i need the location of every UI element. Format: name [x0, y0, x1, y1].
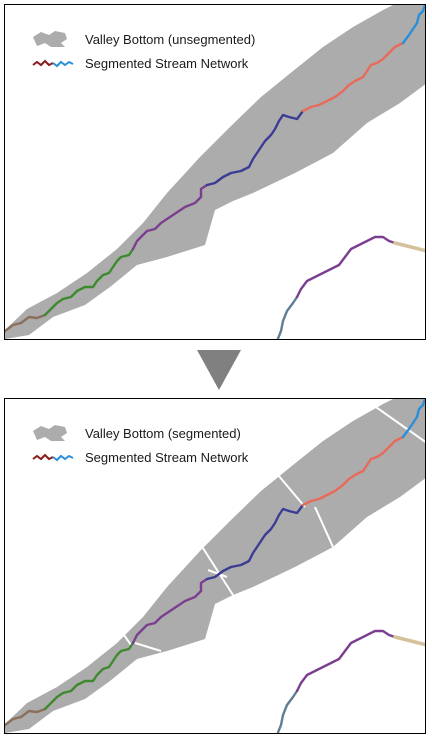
stream-segment-blue — [401, 5, 425, 45]
side-stream-segment-tan — [393, 635, 425, 647]
legend: Valley Bottom (unsegmented) Segmented St… — [31, 27, 255, 75]
stream-segment-purple — [131, 577, 209, 645]
legend-item-valley: Valley Bottom (unsegmented) — [31, 27, 255, 51]
stream-legend-label: Segmented Stream Network — [85, 449, 249, 465]
valley-swatch-icon — [31, 29, 75, 49]
stream-segment-salmon — [301, 435, 405, 507]
stream-segment-green — [43, 247, 135, 317]
valley-swatch-icon — [31, 423, 75, 443]
valley-legend-label: Valley Bottom (unsegmented) — [85, 31, 256, 47]
side-stream-segment-slate — [276, 295, 299, 339]
main-stream-network — [5, 5, 425, 333]
valley-legend-label: Valley Bottom (segmented) — [85, 425, 241, 441]
stream-legend-label: Segmented Stream Network — [85, 55, 249, 71]
side-stream-network — [276, 629, 425, 733]
stream-segment-salmon — [301, 41, 405, 113]
main-stream-network — [5, 399, 425, 727]
stream-segment-brown — [5, 313, 47, 333]
legend-item-stream: Segmented Stream Network — [31, 445, 248, 469]
unsegmented-map-panel: Valley Bottom (unsegmented) Segmented St… — [4, 4, 426, 340]
side-stream-network — [276, 235, 425, 339]
stream-segment-blue — [401, 399, 425, 439]
segment-boundaries — [116, 404, 425, 652]
legend-item-stream: Segmented Stream Network — [31, 51, 255, 75]
map-canvas — [5, 5, 425, 339]
valley-bottom-polygon — [5, 5, 425, 339]
stream-segment-purple — [131, 183, 209, 251]
legend-item-valley: Valley Bottom (segmented) — [31, 421, 248, 445]
stream-segment-navy — [205, 109, 305, 187]
side-stream-segment-slate — [276, 689, 299, 733]
stream-line-icon — [31, 447, 75, 467]
stream-segment-green — [43, 641, 135, 711]
side-stream-segment-tan — [393, 241, 425, 253]
down-arrow-icon — [197, 350, 241, 390]
side-stream-segment-purple — [295, 235, 397, 299]
map-canvas — [5, 399, 425, 733]
legend: Valley Bottom (segmented) Segmented Stre… — [31, 421, 248, 469]
stream-segment-navy — [205, 503, 305, 581]
side-stream-segment-purple — [295, 629, 397, 693]
stream-segment-brown — [5, 707, 47, 727]
segmented-map-panel: Valley Bottom (segmented) Segmented Stre… — [4, 398, 426, 734]
stream-line-icon — [31, 53, 75, 73]
